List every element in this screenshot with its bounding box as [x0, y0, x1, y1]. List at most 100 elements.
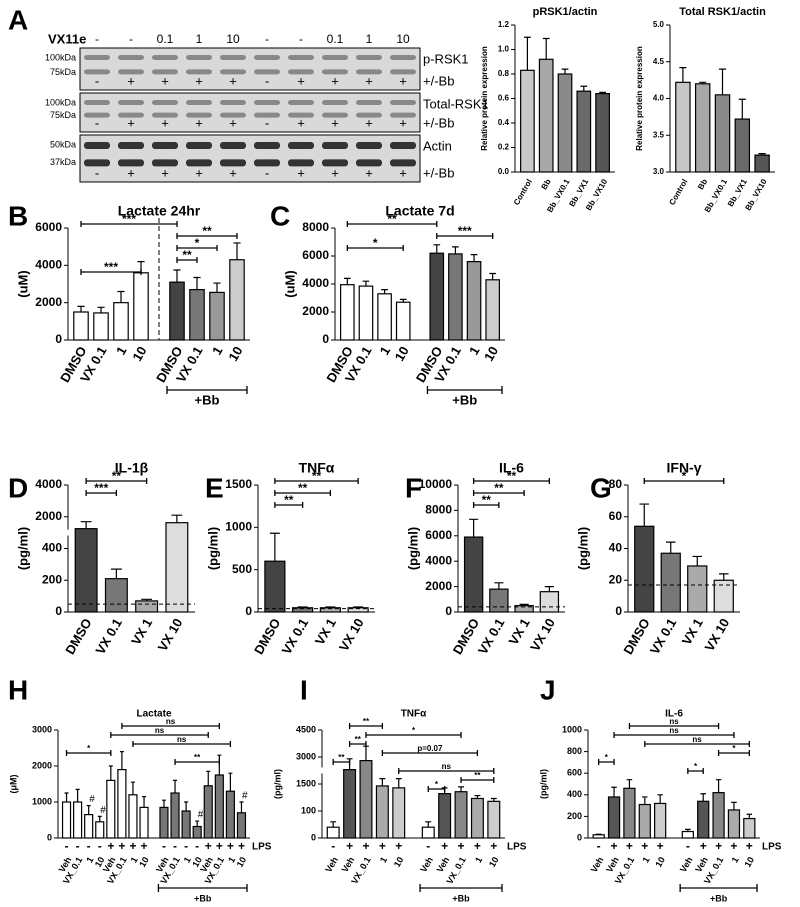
y-tick-label: 200 [42, 572, 62, 586]
significance-bracket [274, 490, 332, 496]
significance-label: ** [298, 481, 308, 495]
x-tick-label: 10 [235, 855, 249, 869]
panel-letter: E [205, 472, 224, 503]
chart-title: TNFα [401, 709, 427, 720]
error-bar [458, 786, 464, 792]
bar [489, 588, 509, 613]
error-bar [119, 751, 124, 770]
error-bar [595, 833, 602, 835]
significance-label: ** [482, 493, 492, 507]
x-tick-label: 10 [137, 855, 151, 869]
significance-label: * [732, 744, 736, 753]
y-tick-label: 4000 [35, 477, 62, 491]
lps-sign: - [331, 839, 335, 853]
bar [159, 806, 169, 839]
x-tick-label: 10 [742, 855, 756, 869]
blot-band [356, 112, 382, 118]
bb-label: +/-Bb [423, 165, 454, 180]
chart-title: Lactate 7d [385, 203, 454, 219]
error-bar [699, 81, 707, 84]
y-tick-label: 60 [609, 509, 623, 523]
bb-sign: - [265, 115, 269, 130]
x-tick-label: 10 [392, 855, 406, 869]
blot-band [118, 112, 144, 118]
y-tick-label: 10000 [419, 477, 453, 491]
y-tick-label: 1500 [225, 477, 252, 491]
dose-label: 10 [396, 32, 410, 46]
error-bar [469, 518, 479, 538]
bar [694, 83, 711, 173]
lps-sign: + [700, 839, 707, 853]
x-tick-label: 1 [84, 855, 95, 864]
bar [189, 289, 205, 341]
axis-break [65, 529, 72, 536]
y-tick-label: 0 [445, 604, 452, 618]
bb-sign: + [297, 165, 305, 180]
bar [93, 312, 109, 341]
y-tick-label: 6000 [35, 220, 62, 234]
y-axis-label: (pg/ml) [405, 527, 420, 570]
lps-sign: + [205, 839, 212, 853]
lps-sign: + [238, 839, 245, 853]
significance-bracket [274, 502, 304, 508]
bar [392, 787, 406, 839]
error-bar [519, 603, 529, 606]
blot-band [152, 159, 178, 167]
y-axis-label: (uM) [282, 270, 297, 297]
treatment-label: VX11e [48, 31, 86, 46]
blot-band [288, 55, 314, 60]
significance-label: ** [355, 735, 362, 744]
significance-bracket [176, 245, 218, 251]
bb-sign: + [127, 115, 135, 130]
significance-bracket [80, 269, 142, 275]
marker-label: 37kDa [50, 157, 76, 167]
bb-sign: + [365, 165, 373, 180]
blot-band [288, 159, 314, 167]
hash-mark: # [198, 810, 204, 821]
bb-sign: + [161, 115, 169, 130]
error-bar [692, 555, 703, 566]
error-bar [718, 68, 727, 95]
error-bar [97, 306, 105, 313]
blot-band [152, 112, 178, 118]
significance-bracket [598, 759, 615, 765]
marker-label: 100kDa [45, 52, 76, 62]
bar [236, 812, 247, 839]
y-axis-label: (pg/ml) [205, 527, 220, 570]
blot-band [322, 112, 348, 118]
error-bar [193, 276, 201, 290]
y-axis-label: (pg/ml) [15, 527, 30, 570]
significance-label: * [412, 726, 416, 735]
significance-bracket [348, 741, 367, 747]
x-tick-label: 1 [226, 855, 237, 864]
y-tick-label: 0 [615, 604, 622, 618]
bar [133, 272, 149, 341]
bar [638, 803, 651, 839]
significance-bracket [110, 732, 209, 738]
dose-label: 0.1 [157, 32, 174, 46]
error-bar [746, 813, 753, 819]
significance-bracket [613, 732, 735, 738]
dose-label: - [129, 32, 133, 46]
error-bar [173, 779, 178, 793]
hash-mark: # [89, 794, 95, 805]
bb-sign: + [229, 115, 237, 130]
bb-sign: + [229, 165, 237, 180]
error-bar [77, 305, 85, 312]
significance-bracket [460, 777, 495, 783]
lps-sign: + [227, 839, 234, 853]
error-bar [470, 254, 478, 262]
bar [454, 791, 468, 839]
blot-band [288, 112, 314, 118]
blot-band [390, 142, 416, 149]
significance-bracket [687, 768, 704, 774]
chart-title: Total RSK1/actin [679, 6, 766, 18]
blot-strip [79, 92, 421, 133]
error-bar [330, 821, 337, 828]
significance-bracket [643, 478, 725, 484]
bar [421, 826, 435, 839]
error-bar [665, 541, 676, 554]
significance-bracket [472, 490, 525, 496]
error-bar [611, 786, 617, 797]
